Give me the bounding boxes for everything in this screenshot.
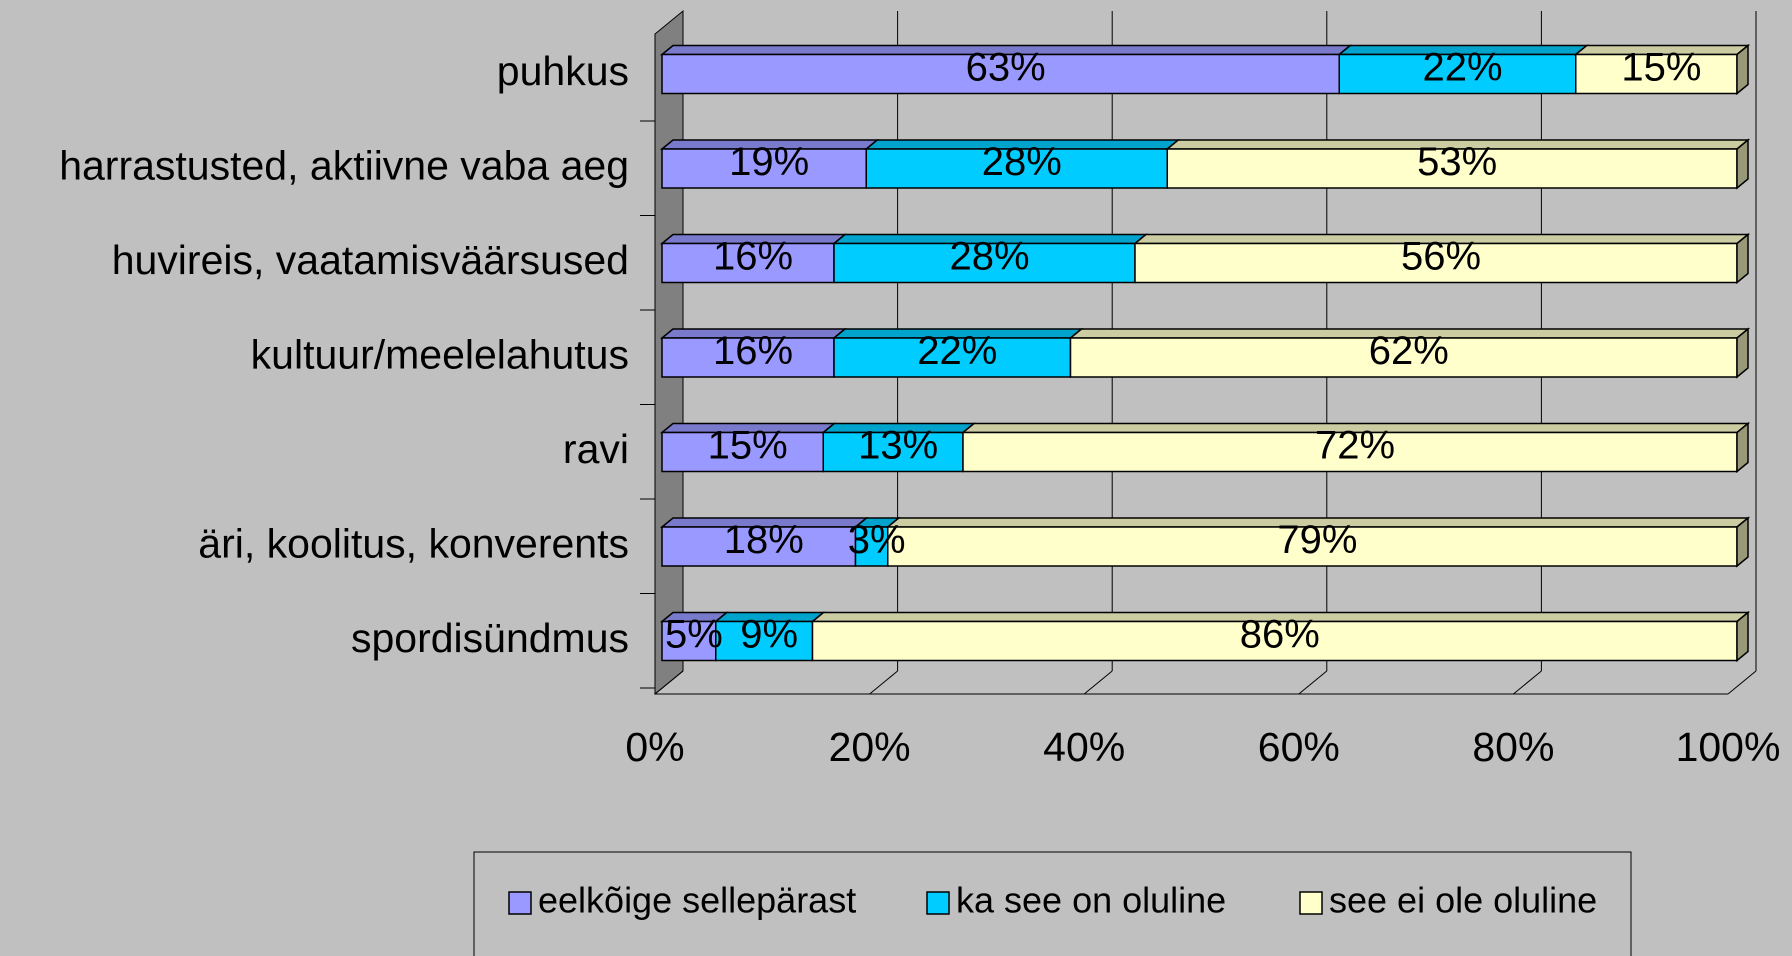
category-label: kultuur/meelelahutus xyxy=(251,331,629,377)
floor-line xyxy=(1727,670,1757,695)
x-tick-label: 0% xyxy=(625,724,684,770)
x-tick-label: 40% xyxy=(1043,724,1125,770)
category-label: puhkus xyxy=(497,48,629,94)
bar xyxy=(962,431,1738,473)
legend-label: see ei ole oluline xyxy=(1329,880,1597,921)
legend-box xyxy=(473,851,1632,956)
value-label: 72% xyxy=(1315,424,1395,468)
bar xyxy=(1134,242,1738,284)
bar xyxy=(661,148,867,189)
bar xyxy=(833,242,1136,284)
bar-side xyxy=(1736,138,1749,190)
bar xyxy=(715,620,814,662)
bar xyxy=(1575,53,1738,95)
legend-label: ka see on oluline xyxy=(956,880,1226,921)
category-label: harrastusted, aktiivne vaba aeg xyxy=(59,142,629,188)
floor-line xyxy=(654,670,684,695)
legend-swatch xyxy=(1299,891,1323,915)
bar xyxy=(661,431,824,473)
value-label: 53% xyxy=(1417,140,1497,184)
floor-line xyxy=(869,670,898,695)
bar xyxy=(811,620,1738,662)
value-label: 22% xyxy=(917,329,997,373)
bar xyxy=(865,148,1168,189)
bar xyxy=(661,620,717,662)
category-label: spordisündmus xyxy=(351,615,629,661)
x-tick-label: 80% xyxy=(1472,724,1554,770)
bar xyxy=(1069,337,1738,378)
bar xyxy=(854,526,889,567)
bar-side xyxy=(1736,516,1749,568)
value-label: 86% xyxy=(1240,613,1320,657)
x-tick-label: 20% xyxy=(829,724,911,770)
value-label: 15% xyxy=(1621,46,1701,90)
bar xyxy=(822,431,964,473)
bar xyxy=(1338,53,1577,95)
value-label: 63% xyxy=(966,46,1046,90)
value-label: 56% xyxy=(1401,235,1481,279)
value-label: 9% xyxy=(740,613,798,657)
category-label: äri, koolitus, konverents xyxy=(198,520,629,566)
value-label: 5% xyxy=(665,613,723,657)
bar xyxy=(1166,148,1738,189)
category-label: huvireis, vaatamisväärsused xyxy=(112,237,629,283)
value-label: 28% xyxy=(982,140,1062,184)
value-label: 28% xyxy=(949,235,1029,279)
bar-side xyxy=(1736,610,1749,663)
legend-swatch xyxy=(926,891,950,915)
value-label: 18% xyxy=(724,518,804,562)
bar xyxy=(661,242,835,284)
bar-side xyxy=(1736,43,1749,96)
value-label: 79% xyxy=(1277,518,1357,562)
bar xyxy=(661,526,857,567)
bar-side xyxy=(1736,421,1749,474)
x-tick-label: 60% xyxy=(1258,724,1340,770)
floor-line xyxy=(1298,670,1328,695)
floor-line xyxy=(1083,670,1113,695)
value-label: 13% xyxy=(858,424,938,468)
bar-side xyxy=(1736,232,1749,285)
x-tick-label: 100% xyxy=(1676,724,1781,770)
legend-swatch xyxy=(508,891,532,915)
value-label: 15% xyxy=(708,424,788,468)
value-label: 22% xyxy=(1422,46,1502,90)
value-label: 16% xyxy=(713,329,793,373)
bar xyxy=(887,526,1738,567)
bar xyxy=(661,53,1340,95)
value-label: 62% xyxy=(1369,329,1449,373)
value-label: 3% xyxy=(848,518,906,562)
value-label: 19% xyxy=(729,140,809,184)
value-label: 16% xyxy=(713,235,793,279)
bar-side xyxy=(1736,327,1749,379)
floor-line xyxy=(1513,670,1542,695)
category-label: ravi xyxy=(563,426,629,472)
bar xyxy=(661,337,835,378)
legend-label: eelkõige sellepärast xyxy=(538,880,856,921)
